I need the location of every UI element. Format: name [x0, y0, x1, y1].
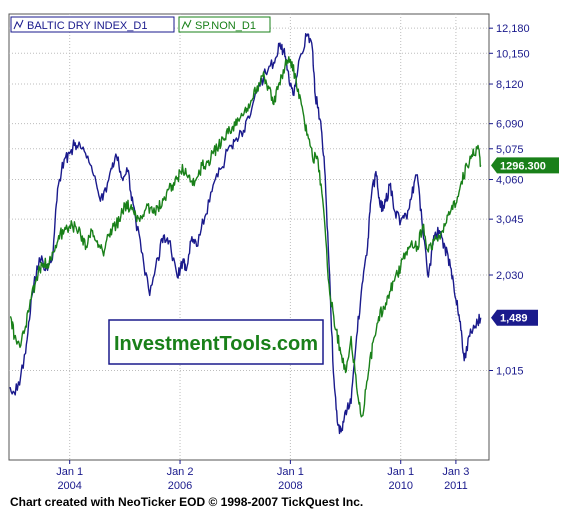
y-tick-label: 12,180 [496, 23, 530, 35]
x-axis: Jan 1 2004 Jan 2 2006 Jan 1 2008 Jan 1 2010 Jan … [56, 460, 469, 492]
series-lines [9, 33, 482, 435]
footer-credit: Chart created with NeoTicker EOD © 1998-… [10, 495, 364, 509]
y-axis: 12,180 10,150 8,120 6,090 5,075 4,060 3,045 2,0… [489, 23, 530, 377]
x-tick-label-top: Jan 1 [56, 466, 83, 478]
x-tick-label-top: Jan 1 [387, 466, 414, 478]
x-tick-label-bottom: 2011 [444, 480, 468, 492]
x-tick-label-bottom: 2008 [278, 480, 302, 492]
x-tick-label-top: Jan 1 [277, 466, 304, 478]
last-value-badge [491, 157, 559, 174]
x-tick-label-bottom: 2006 [168, 480, 192, 492]
last-value-badge [491, 309, 538, 326]
x-tick-label-bottom: 2010 [388, 480, 412, 492]
x-tick-label-top: Jan 2 [167, 466, 194, 478]
legend-line-icon [13, 19, 24, 30]
y-tick-label: 8,120 [496, 79, 524, 91]
watermark-text: InvestmentTools.com [114, 333, 318, 355]
y-tick-label: 10,150 [496, 48, 530, 60]
series-line-1 [9, 56, 482, 418]
last-value-label: 1296.300 [500, 160, 546, 172]
x-tick-label-top: Jan 3 [442, 466, 469, 478]
y-tick-label: 3,045 [496, 214, 524, 226]
y-tick-label: 5,075 [496, 144, 524, 156]
legend-label-sp: SP.NON_D1 [195, 20, 256, 32]
legend-item-baltic[interactable]: BALTIC DRY INDEX_D1 [10, 16, 175, 33]
last-value-label: 1,489 [500, 313, 528, 325]
y-tick-label: 4,060 [496, 175, 524, 187]
y-tick-label: 2,030 [496, 270, 524, 282]
y-tick-label: 1,015 [496, 365, 524, 377]
y-tick-label: 6,090 [496, 119, 524, 131]
legend-label-baltic: BALTIC DRY INDEX_D1 [27, 20, 147, 32]
x-tick-label-bottom: 2004 [57, 480, 81, 492]
series-line-0 [9, 33, 482, 435]
watermark[interactable]: InvestmentTools.com [108, 319, 324, 365]
legend-item-sp[interactable]: SP.NON_D1 [178, 16, 271, 33]
last-value-labels: 1,489 1296.300 [491, 157, 559, 326]
legend-line-icon [181, 19, 192, 30]
legend: BALTIC DRY INDEX_D1 SP.NON_D1 [10, 16, 271, 33]
